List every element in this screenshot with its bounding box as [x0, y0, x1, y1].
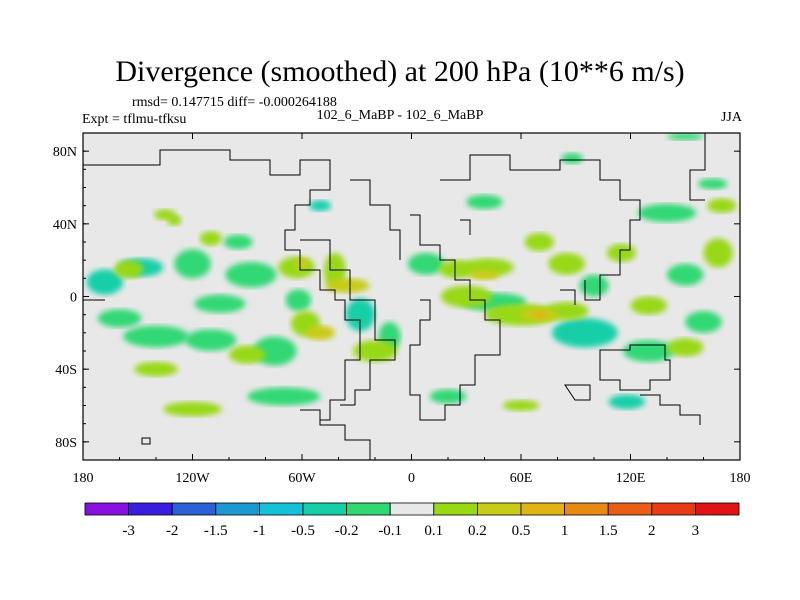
field-region-15	[623, 340, 675, 362]
run-label: 102_6_MaBP - 102_6_MaBP	[316, 108, 484, 123]
y-tick-label-4: 80S	[55, 436, 77, 451]
field-region-30	[199, 231, 222, 246]
colorbar-swatch-13	[651, 502, 696, 516]
colorbar-label-1: -2	[166, 523, 179, 539]
field-region-56	[469, 269, 500, 281]
field-region-18	[579, 274, 609, 297]
field-region-12	[407, 252, 445, 275]
field-region-5	[97, 309, 142, 328]
field-region-36	[353, 340, 397, 362]
y-tick-label-1: 40N	[53, 218, 77, 233]
field-region-37	[440, 285, 492, 308]
field-region-51	[163, 401, 222, 417]
field-region-14	[552, 318, 618, 348]
field-region-9	[285, 289, 312, 312]
colorbar-label-5: -0.2	[335, 523, 359, 539]
field-regions	[86, 133, 737, 417]
field-region-17	[667, 263, 704, 286]
field-region-7	[185, 329, 237, 351]
field-region-16	[685, 311, 722, 333]
field-region-10	[345, 298, 375, 332]
colorbar-label-7: 0.1	[424, 523, 443, 539]
stats-text: rmsd= 0.147715 diff= -0.000264188	[132, 95, 337, 110]
colorbar-swatch-12	[607, 502, 653, 516]
colorbar-swatch-7	[389, 502, 435, 516]
field-region-35	[134, 361, 178, 377]
x-tick-label-3: 0	[408, 471, 415, 486]
field-region-49	[154, 209, 177, 221]
colorbar-label-0: -3	[122, 523, 135, 539]
field-region-43	[606, 243, 636, 262]
colorbar-label-2: -1.5	[204, 523, 228, 539]
season-label: JJA	[720, 110, 742, 125]
y-tick-label-3: 40S	[55, 363, 77, 378]
colorbar-swatch-8	[433, 502, 478, 516]
colorbar-swatch-4	[258, 502, 304, 516]
colorbar-label-3: -1	[253, 523, 266, 539]
y-tick-label-0: 80N	[53, 145, 77, 160]
field-region-46	[703, 238, 733, 268]
chart-title: Divergence (smoothed) at 200 hPa (10**6 …	[115, 55, 685, 88]
field-region-23	[698, 178, 728, 190]
field-region-28	[608, 394, 646, 410]
field-region-6	[123, 325, 189, 348]
field-region-4	[194, 294, 246, 313]
colorbar-swatch-2	[171, 502, 217, 516]
field-region-2	[174, 249, 211, 279]
field-region-41	[548, 252, 585, 275]
field-region-20	[309, 200, 332, 212]
colorbar: -3 -2 -1.5 -1 -0.5 -0.2 -0.1 0.1 0.2 0.5 1 1.5 2 3	[84, 502, 740, 539]
field-region-31	[278, 256, 315, 279]
colorbar-swatch-6	[346, 502, 391, 516]
x-tick-label-1: 120W	[175, 471, 210, 486]
colorbar-label-6: -0.1	[378, 523, 402, 539]
field-region-25	[667, 133, 704, 141]
field-region-53	[325, 278, 370, 293]
x-tick-label-4: 60E	[510, 471, 533, 486]
field-region-48	[707, 198, 737, 213]
field-region-24	[561, 152, 584, 164]
colorbar-label-12: 2	[648, 523, 656, 539]
field-region-22	[637, 203, 697, 223]
field-region-3	[225, 261, 277, 288]
field-region-58	[531, 311, 547, 319]
x-tick-label-5: 120E	[616, 471, 646, 486]
colorbar-label-4: -0.5	[291, 523, 315, 539]
colorbar-swatch-9	[476, 502, 522, 516]
field-region-57	[294, 258, 310, 270]
x-tick-label-2: 60W	[288, 471, 316, 486]
colorbar-label-8: 0.2	[468, 523, 487, 539]
colorbar-label-9: 0.5	[512, 523, 531, 539]
colorbar-swatch-0	[84, 502, 129, 516]
field-region-34	[229, 345, 266, 364]
field-region-52	[502, 400, 540, 411]
field-region-50	[114, 260, 144, 279]
y-axis: 80N 40N 0 40S 80S	[53, 132, 740, 461]
colorbar-label-10: 1	[561, 523, 569, 539]
colorbar-swatch-5	[302, 502, 347, 516]
colorbar-swatch-1	[128, 502, 173, 516]
y-tick-label-2: 0	[70, 291, 77, 306]
field-region-54	[305, 325, 335, 341]
colorbar-swatch-14	[695, 502, 740, 516]
x-tick-label-6: 180	[730, 471, 751, 486]
field-region-19	[223, 234, 253, 250]
experiment-label: Expt = tflmu-tfksu	[82, 112, 187, 127]
field-region-45	[667, 338, 704, 357]
x-axis: 180 120W 60W 0 60E 120E 180	[73, 133, 751, 486]
colorbar-swatch-10	[520, 502, 565, 516]
colorbar-label-13: 3	[692, 523, 700, 539]
field-region-27	[429, 389, 467, 404]
field-region-21	[466, 194, 503, 210]
field-region-47	[524, 232, 554, 252]
colorbar-label-11: 1.5	[599, 523, 618, 539]
field-region-0	[86, 269, 124, 295]
field-region-26	[247, 387, 321, 406]
colorbar-swatch-3	[215, 502, 260, 516]
coastlines	[83, 133, 706, 460]
field-region-44	[630, 296, 667, 315]
x-tick-label-0: 180	[73, 471, 94, 486]
colorbar-swatch-11	[564, 502, 609, 516]
